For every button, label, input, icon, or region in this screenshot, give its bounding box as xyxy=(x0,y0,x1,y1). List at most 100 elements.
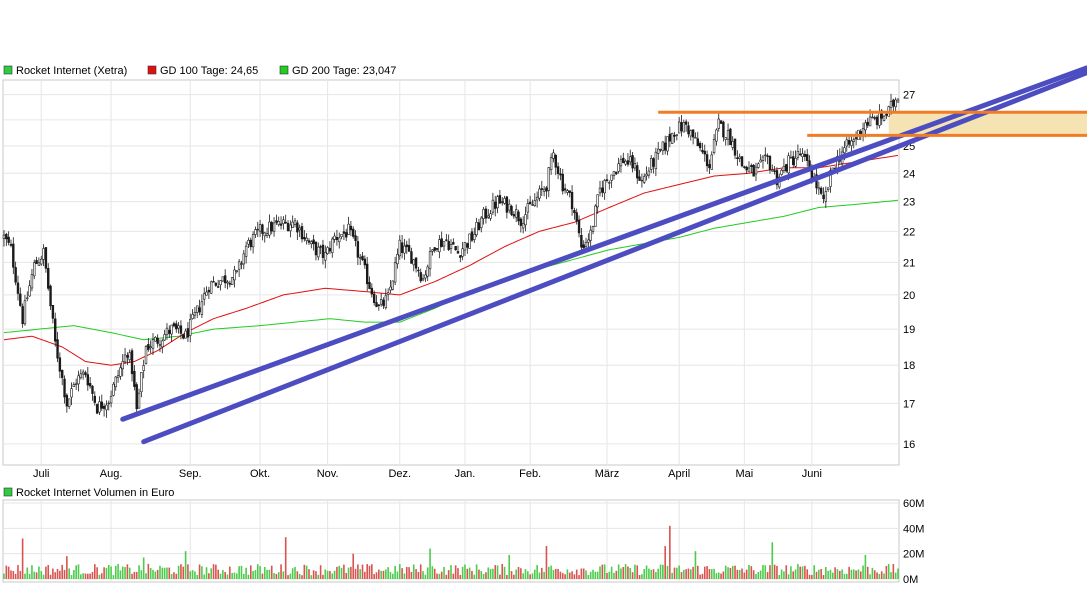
volume-bar xyxy=(315,571,317,579)
volume-bar xyxy=(811,574,813,579)
volume-bar xyxy=(897,568,899,579)
volume-bar xyxy=(364,571,366,579)
time-tick-label: Juli xyxy=(33,468,50,480)
candle xyxy=(733,138,737,160)
volume-bar xyxy=(701,573,704,579)
volume-bar xyxy=(599,566,601,579)
candle xyxy=(552,149,555,163)
candle xyxy=(433,247,436,253)
candle xyxy=(58,352,62,379)
volume-bar xyxy=(324,569,327,579)
candle xyxy=(333,232,336,243)
volume-bar xyxy=(769,565,771,579)
candle xyxy=(47,263,50,291)
candle xyxy=(37,257,41,266)
volume-bar xyxy=(345,572,348,579)
candle xyxy=(72,382,76,388)
candle xyxy=(35,256,38,264)
candle xyxy=(9,239,13,248)
candle xyxy=(789,150,793,159)
candle xyxy=(5,232,8,246)
candle xyxy=(773,166,776,175)
volume-bar xyxy=(352,553,355,579)
volume-bar xyxy=(61,564,64,579)
volume-bar xyxy=(776,565,778,579)
volume-bar xyxy=(121,566,124,579)
candle xyxy=(512,211,516,219)
volume-bar xyxy=(492,568,494,579)
candle xyxy=(764,147,767,162)
volume-bar xyxy=(589,571,592,579)
volume-bar xyxy=(454,565,457,579)
candle xyxy=(666,136,669,156)
volume-bar xyxy=(205,567,208,579)
volume-bar xyxy=(813,565,815,579)
volume-bar xyxy=(215,564,217,579)
volume-bar xyxy=(40,571,43,579)
candle xyxy=(866,117,869,128)
volume-bar xyxy=(140,570,143,579)
volume-bar xyxy=(794,569,797,579)
time-tick-label: Nov. xyxy=(317,468,339,480)
candle xyxy=(508,199,511,214)
candle xyxy=(49,284,52,311)
candle xyxy=(319,244,322,255)
candle xyxy=(403,238,406,260)
candle xyxy=(256,221,259,238)
candle xyxy=(435,248,439,253)
volume-bar xyxy=(627,566,629,579)
volume-bar xyxy=(124,567,126,579)
volume-bar xyxy=(198,564,201,579)
candle xyxy=(661,141,665,156)
candle xyxy=(279,216,283,230)
candle xyxy=(719,120,723,124)
candle xyxy=(640,173,644,188)
volume-bar xyxy=(608,571,611,579)
volume-bar xyxy=(606,572,608,579)
candle xyxy=(505,195,509,219)
candle xyxy=(419,268,422,283)
candle xyxy=(892,98,895,113)
volume-bar xyxy=(536,565,538,579)
price-panel-frame xyxy=(2,79,900,466)
candle xyxy=(233,265,236,288)
volume-bar xyxy=(52,568,54,579)
volume-bar xyxy=(354,568,357,579)
candle xyxy=(598,180,602,197)
volume-bar xyxy=(485,572,487,579)
volume-bar xyxy=(494,565,497,579)
volume-bar xyxy=(755,574,757,579)
time-tick-label: Juni xyxy=(802,468,822,480)
candle xyxy=(822,187,825,204)
volume-bar xyxy=(592,569,594,579)
candle xyxy=(657,141,660,160)
candle xyxy=(540,180,543,196)
candle xyxy=(659,148,662,153)
volume-bar xyxy=(743,572,746,579)
volume-bar xyxy=(114,565,117,579)
candle xyxy=(65,393,69,413)
candle xyxy=(696,131,699,147)
candle xyxy=(391,280,394,291)
candle xyxy=(198,299,201,316)
candle xyxy=(743,165,746,169)
candle xyxy=(638,169,641,181)
volume-bar xyxy=(545,546,548,579)
candle xyxy=(533,193,537,207)
candle xyxy=(200,294,204,318)
volume-bar xyxy=(655,572,657,579)
candle xyxy=(303,230,306,242)
candle xyxy=(70,382,73,406)
candle xyxy=(731,136,734,151)
volume-bar xyxy=(638,574,641,579)
candle xyxy=(277,216,280,227)
volume-bar xyxy=(722,571,725,579)
volume-bar xyxy=(499,574,501,579)
volume-bar xyxy=(829,569,832,579)
candle xyxy=(847,135,851,149)
volume-bar xyxy=(147,563,150,579)
candle xyxy=(459,254,462,263)
candle xyxy=(468,233,471,249)
volume-axis: 0M 20M 40M 60M xyxy=(903,498,924,586)
candle xyxy=(491,192,495,215)
